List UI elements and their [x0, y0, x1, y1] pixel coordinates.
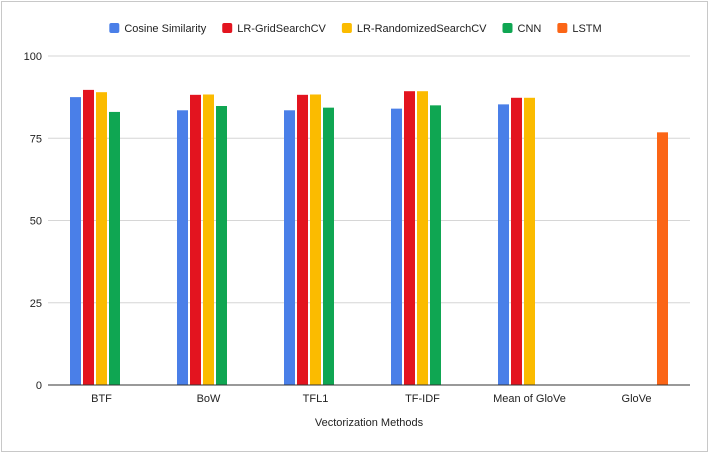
legend-item: Cosine Similarity	[109, 23, 207, 35]
bar-cnn-bow	[216, 106, 227, 386]
legend-item: LR-RandomizedSearchCV	[341, 23, 487, 35]
bar-lr-randomizedsearchcv-tfl1	[310, 94, 321, 386]
y-axis-ticks: 0 25 50 75 100	[24, 51, 42, 392]
bar-lr-randomizedsearchcv-btf	[96, 92, 107, 385]
x-tick-label: TF-IDF	[405, 393, 440, 405]
bar-cosine-similarity-tfl1	[284, 110, 295, 385]
bar-lr-gridsearchcv-mean-of-glove	[511, 97, 522, 386]
x-tick-label: BoW	[197, 393, 221, 405]
y-tick-label: 0	[36, 380, 42, 392]
legend-label: Cosine Similarity	[124, 23, 206, 35]
legend-swatch	[222, 23, 233, 33]
bar-cosine-similarity-btf	[70, 97, 81, 385]
y-tick-label: 100	[24, 51, 42, 63]
legend: Cosine Similarity LR-GridSearchCV LR-Rando…	[109, 23, 602, 35]
legend-label: LSTM	[572, 23, 601, 35]
bar-cnn-tf-idf	[430, 105, 441, 385]
y-tick-label: 50	[30, 216, 42, 228]
bars	[70, 89, 668, 386]
x-tick-label: TFL1	[303, 393, 329, 405]
bar-lr-randomizedsearchcv-mean-of-glove	[524, 97, 535, 386]
legend-label: CNN	[518, 23, 542, 35]
bar-lr-randomizedsearchcv-tf-idf	[417, 91, 428, 385]
bar-cosine-similarity-tf-idf	[391, 108, 402, 385]
x-axis-title: Vectorization Methods	[315, 417, 424, 429]
legend-swatch	[557, 23, 568, 33]
bar-lstm-glove	[657, 132, 668, 385]
bar-lr-randomizedsearchcv-bow	[203, 94, 214, 386]
bar-lr-gridsearchcv-bow	[190, 94, 201, 386]
legend-item: CNN	[502, 23, 542, 35]
bar-cnn-btf	[109, 111, 120, 386]
x-axis-ticks: BTF BoW TFL1 TF-IDF Mean of GloVe GloVe	[91, 393, 651, 405]
legend-swatch	[109, 23, 120, 33]
bar-lr-gridsearchcv-btf	[83, 89, 94, 386]
x-tick-label: Mean of GloVe	[493, 393, 566, 405]
x-tick-label: BTF	[91, 393, 112, 405]
x-tick-label: GloVe	[622, 393, 652, 405]
legend-item: LR-GridSearchCV	[222, 23, 327, 35]
gridlines	[48, 55, 690, 304]
y-tick-label: 75	[30, 133, 42, 145]
bar-lr-gridsearchcv-tfl1	[297, 94, 308, 386]
legend-label: LR-GridSearchCV	[237, 23, 326, 35]
legend-swatch	[341, 23, 352, 33]
legend-item: LSTM	[557, 23, 602, 35]
bar-cnn-tfl1	[323, 107, 334, 385]
bar-cosine-similarity-mean-of-glove	[498, 104, 509, 385]
legend-swatch	[502, 23, 513, 33]
legend-label: LR-RandomizedSearchCV	[357, 23, 487, 35]
bar-cosine-similarity-bow	[177, 110, 188, 385]
bar-lr-gridsearchcv-tf-idf	[404, 91, 415, 385]
y-tick-label: 25	[30, 298, 42, 310]
